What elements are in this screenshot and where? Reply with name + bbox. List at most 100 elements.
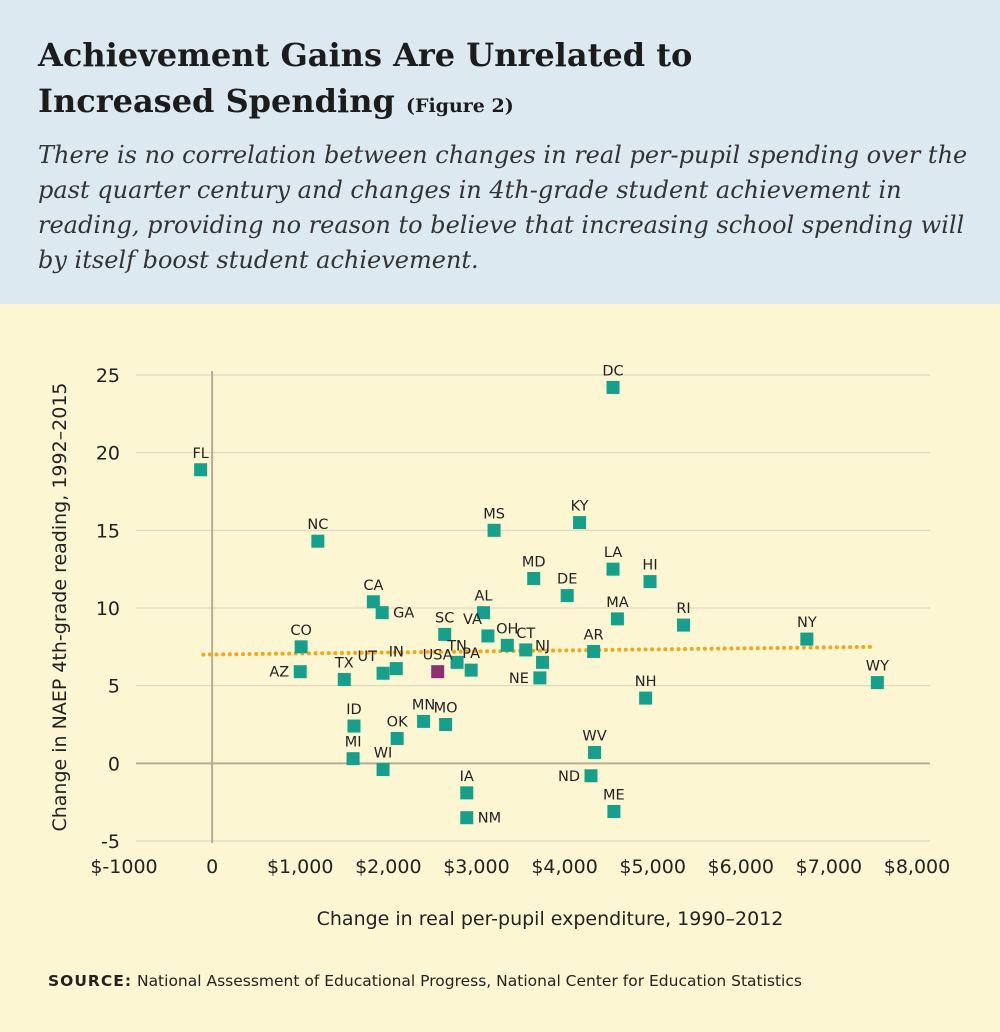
point-label: USA	[423, 648, 453, 664]
point-label: AZ	[269, 665, 289, 681]
point-marker	[294, 640, 308, 654]
data-points: DC FL KY MS NC LA MD HI DE CA GA AL MA RI SC VA NY OH CO CT…	[192, 363, 889, 826]
x-tick-label: $3,000	[443, 856, 509, 878]
point-label: NC	[307, 517, 328, 533]
x-tick-label: $4,000	[531, 856, 597, 878]
point-label: OK	[387, 714, 408, 730]
point-label: OH	[496, 621, 518, 637]
source-note: SOURCE: National Assessment of Education…	[48, 972, 802, 990]
point-marker	[476, 606, 490, 620]
point-marker	[460, 786, 474, 800]
point-marker	[588, 745, 602, 759]
point-marker	[639, 691, 653, 705]
point-label: MS	[483, 506, 505, 522]
point-label: DE	[557, 572, 577, 588]
point-label: KY	[571, 499, 589, 515]
point-label: CO	[290, 623, 312, 639]
x-tick-label: $1,000	[267, 856, 333, 878]
point-label: RI	[676, 601, 690, 617]
point-marker	[536, 655, 550, 669]
scatter-chart: -5 0 5 10 15 20 25 $-1000 0 $1,000 $2,000 $3,000 $4,…	[49, 363, 950, 930]
x-axis-label: Change in real per-pupil expenditure, 19…	[317, 908, 784, 930]
point-marker	[606, 380, 620, 394]
point-marker	[870, 676, 884, 690]
point-label: CT	[516, 626, 535, 642]
y-tick-label: 10	[96, 598, 120, 620]
point-marker	[587, 644, 601, 658]
point-label: TN	[446, 638, 467, 654]
title-line-1: Achievement Gains Are Unrelated to	[38, 36, 693, 74]
point-label: VA	[463, 612, 482, 628]
source-label: SOURCE:	[48, 972, 133, 990]
y-tick-label: 25	[96, 365, 120, 387]
point-label: NM	[478, 811, 501, 827]
point-label: HI	[642, 558, 657, 574]
point-marker	[464, 663, 478, 677]
trend-line	[201, 644, 875, 657]
point-label: PA	[462, 646, 480, 662]
point-marker	[573, 516, 587, 530]
point-marker	[643, 575, 657, 589]
point-label: CA	[363, 578, 383, 594]
point-label: IA	[460, 769, 474, 785]
point-label: MA	[606, 595, 629, 611]
point-label: WI	[374, 746, 393, 762]
point-marker	[560, 589, 574, 603]
point-label: SC	[435, 610, 454, 626]
point-marker	[800, 632, 814, 646]
point-label: NE	[509, 671, 529, 687]
x-tick-label: $2,000	[355, 856, 421, 878]
title-line-2: Increased Spending (Figure 2)	[38, 78, 958, 129]
point-marker	[194, 463, 208, 477]
point-label: MD	[522, 554, 546, 570]
point-label: WY	[866, 659, 889, 675]
point-label: LA	[604, 545, 622, 561]
point-marker	[375, 606, 389, 620]
chart-subtitle: There is no correlation between changes …	[38, 141, 968, 274]
point-label: NJ	[535, 638, 550, 654]
point-label: IN	[389, 645, 404, 661]
point-marker	[366, 595, 380, 609]
y-tick-label: 15	[96, 520, 120, 542]
trend-line-group	[201, 644, 875, 657]
point-label: AR	[584, 627, 604, 643]
point-marker	[527, 571, 541, 585]
chart-title: Achievement Gains Are Unrelated to Incre…	[38, 32, 958, 129]
point-marker	[390, 731, 404, 745]
x-tick-label: 0	[206, 856, 218, 878]
point-label: NH	[635, 674, 657, 690]
x-tick-label: $7,000	[796, 856, 862, 878]
figure-label: (Figure 2)	[405, 95, 514, 117]
x-tick-label: $5,000	[619, 856, 685, 878]
point-marker	[376, 666, 390, 680]
y-tick-label: 20	[96, 443, 120, 465]
point-label: GA	[393, 606, 414, 622]
gridlines	[136, 374, 930, 842]
axes: -5 0 5 10 15 20 25 $-1000 0 $1,000 $2,000 $3,000 $4,…	[90, 365, 950, 878]
point-label: ME	[603, 787, 625, 803]
point-marker	[584, 769, 598, 783]
point-marker	[607, 804, 621, 818]
point-marker	[376, 763, 390, 777]
point-marker	[431, 665, 445, 679]
x-tick-label: $-1000	[90, 856, 157, 878]
source-text: National Assessment of Educational Progr…	[136, 972, 802, 990]
title-line-2-text: Increased Spending	[38, 82, 395, 120]
x-tick-label: $8,000	[884, 856, 950, 878]
point-marker	[450, 655, 464, 669]
point-label: NY	[797, 615, 817, 631]
point-label: MO	[434, 701, 458, 717]
point-marker	[460, 811, 474, 825]
point-marker	[389, 662, 403, 676]
point-marker	[519, 643, 533, 657]
point-marker	[606, 562, 620, 576]
point-label: AL	[474, 589, 492, 605]
point-label: ID	[346, 702, 361, 718]
point-marker	[337, 672, 351, 686]
point-marker	[293, 665, 307, 679]
point-marker	[438, 627, 452, 641]
point-label: UT	[358, 649, 378, 665]
y-tick-label: 0	[108, 753, 120, 775]
point-marker	[677, 618, 691, 632]
point-label: MN	[412, 697, 435, 713]
